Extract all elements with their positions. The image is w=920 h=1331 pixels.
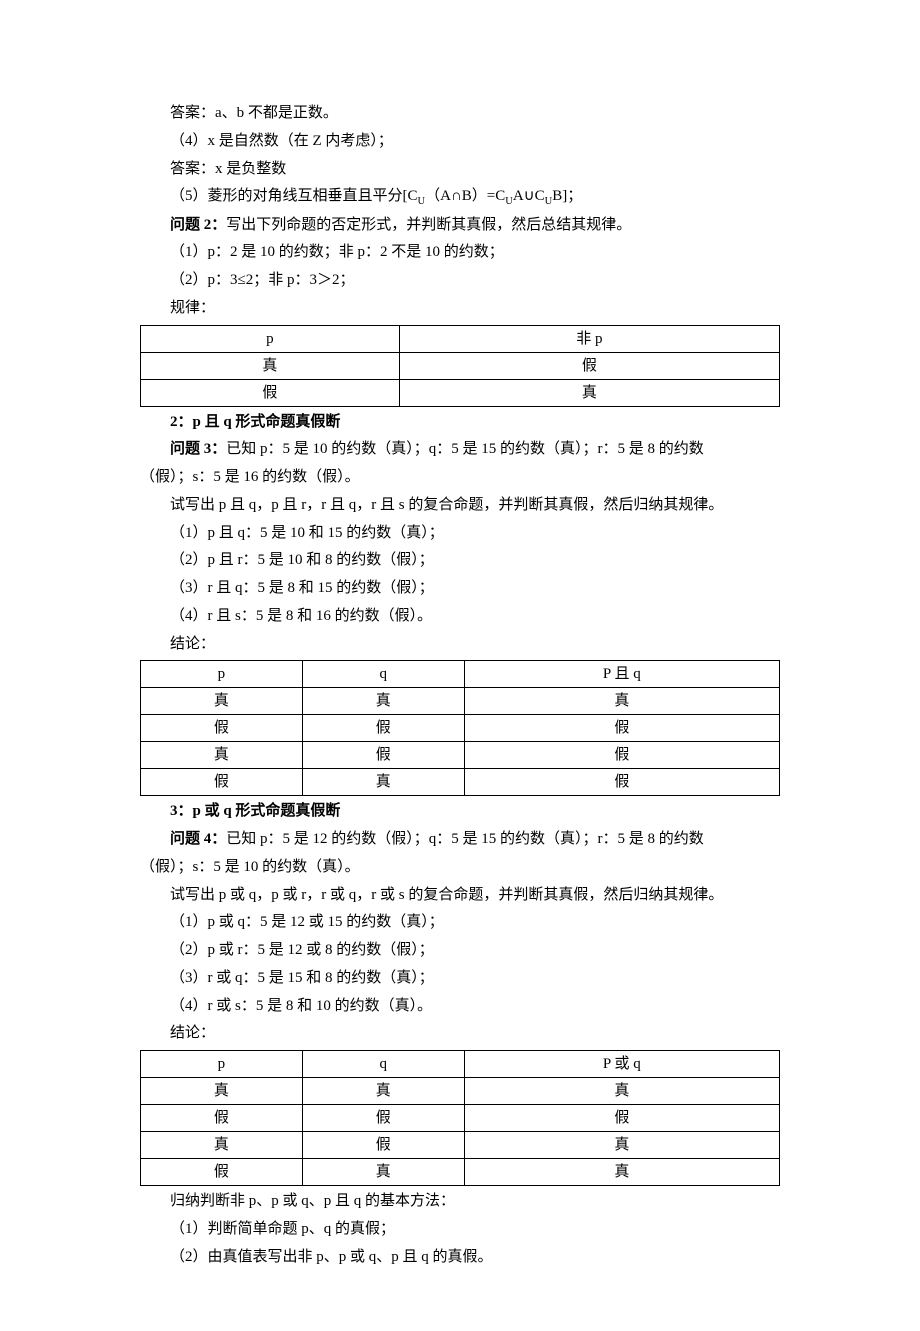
- cell-header: p: [141, 661, 303, 688]
- q4-try: 试写出 p 或 q，p 或 r，r 或 q，r 或 s 的复合命题，并判断其真假…: [140, 882, 780, 910]
- cell-header: p: [141, 325, 400, 352]
- table-row: 真 真 真: [141, 688, 780, 715]
- summary-item-2: （2）由真值表写出非 p、p 或 q、p 且 q 的真假。: [140, 1244, 780, 1272]
- table-row: p q P 或 q: [141, 1051, 780, 1078]
- q4-item-1: （1）p 或 q：5 是 12 或 15 的约数（真）；: [140, 909, 780, 937]
- cell: 真: [302, 1078, 464, 1105]
- q4-item-3: （3）r 或 q：5 是 15 和 8 的约数（真）；: [140, 965, 780, 993]
- sub-u1: U: [418, 196, 426, 207]
- cell: 真: [464, 1132, 779, 1159]
- item5-mid1: （A∩B）=C: [425, 188, 505, 204]
- cell: 假: [302, 742, 464, 769]
- section-2-title: 2：p 且 q 形式命题真假断: [140, 409, 780, 437]
- cell: 假: [302, 1132, 464, 1159]
- table-row: 假 真 假: [141, 769, 780, 796]
- cell: 假: [141, 715, 303, 742]
- section-3-title: 3：p 或 q 形式命题真假断: [140, 798, 780, 826]
- q4-text-a: 已知 p：5 是 12 的约数（假）；q：5 是 15 的约数（真）；r：5 是…: [226, 831, 704, 847]
- item5-post: B]；: [552, 188, 582, 204]
- cell: 假: [141, 1159, 303, 1186]
- q3-try: 试写出 p 且 q，p 且 r，r 且 q，r 且 s 的复合命题，并判断其真假…: [140, 492, 780, 520]
- question-3: 问题 3：已知 p：5 是 10 的约数（真）；q：5 是 15 的约数（真）；…: [140, 436, 780, 464]
- truth-table-or: p q P 或 q 真 真 真 假 假 假 真 假 真 假 真 真: [140, 1050, 780, 1186]
- table-row: 假 假 假: [141, 1105, 780, 1132]
- cell-header: q: [302, 661, 464, 688]
- cell: 假: [464, 742, 779, 769]
- cell: 假: [464, 715, 779, 742]
- q2-text: 写出下列命题的否定形式，并判断其真假，然后总结其规律。: [226, 217, 631, 233]
- cell: 假: [141, 379, 400, 406]
- table-row: 真 假 真: [141, 1132, 780, 1159]
- cell: 真: [464, 688, 779, 715]
- cell-header: P 且 q: [464, 661, 779, 688]
- cell-header: q: [302, 1051, 464, 1078]
- q4-conclusion: 结论：: [140, 1020, 780, 1048]
- truth-table-and: p q P 且 q 真 真 真 假 假 假 真 假 假 假 真 假: [140, 660, 780, 796]
- cell: 真: [464, 1078, 779, 1105]
- cell: 真: [141, 1132, 303, 1159]
- cell: 真: [141, 1078, 303, 1105]
- cell: 真: [302, 1159, 464, 1186]
- q4-item-2: （2）p 或 r：5 是 12 或 8 的约数（假）；: [140, 937, 780, 965]
- cell: 真: [141, 688, 303, 715]
- q3-item-1: （1）p 且 q：5 是 10 和 15 的约数（真）；: [140, 520, 780, 548]
- q4-label: 问题 4：: [170, 831, 226, 847]
- table-row: p q P 且 q: [141, 661, 780, 688]
- answer-x: 答案：x 是负整数: [140, 156, 780, 184]
- sub-u2: U: [505, 196, 513, 207]
- q3-label: 问题 3：: [170, 441, 226, 457]
- table-row: p 非 p: [141, 325, 780, 352]
- cell: 假: [141, 769, 303, 796]
- cell: 假: [141, 1105, 303, 1132]
- cell: 真: [302, 688, 464, 715]
- answer-ab: 答案：a、b 不都是正数。: [140, 100, 780, 128]
- cell-header: P 或 q: [464, 1051, 779, 1078]
- summary-item-1: （1）判断简单命题 p、q 的真假；: [140, 1216, 780, 1244]
- table-row: 假 真: [141, 379, 780, 406]
- q4-item-4: （4）r 或 s：5 是 8 和 10 的约数（真）。: [140, 993, 780, 1021]
- q2-label: 问题 2：: [170, 217, 226, 233]
- q3-item-3: （3）r 且 q：5 是 8 和 15 的约数（假）；: [140, 575, 780, 603]
- cell: 真: [399, 379, 779, 406]
- q3-item-4: （4）r 且 s：5 是 8 和 16 的约数（假）。: [140, 603, 780, 631]
- cell: 假: [464, 1105, 779, 1132]
- cell: 假: [302, 715, 464, 742]
- q2-item-2: （2）p：3≤2；非 p：3＞2；: [140, 267, 780, 295]
- item5-mid2: A∪C: [513, 188, 545, 204]
- q3-item-2: （2）p 且 r：5 是 10 和 8 的约数（假）；: [140, 547, 780, 575]
- question-2: 问题 2：写出下列命题的否定形式，并判断其真假，然后总结其规律。: [140, 212, 780, 240]
- item5-pre: （5）菱形的对角线互相垂直且平分[C: [170, 188, 418, 204]
- q3-text-a: 已知 p：5 是 10 的约数（真）；q：5 是 15 的约数（真）；r：5 是…: [226, 441, 704, 457]
- cell: 真: [464, 1159, 779, 1186]
- cell: 假: [464, 769, 779, 796]
- table-row: 真 假 假: [141, 742, 780, 769]
- item-5: （5）菱形的对角线互相垂直且平分[CU（A∩B）=CUA∪CUB]；: [140, 183, 780, 211]
- truth-table-negation: p 非 p 真 假 假 真: [140, 325, 780, 407]
- cell: 假: [399, 352, 779, 379]
- table-row: 真 假: [141, 352, 780, 379]
- q2-item-1: （1）p：2 是 10 的约数；非 p：2 不是 10 的约数；: [140, 239, 780, 267]
- summary: 归纳判断非 p、p 或 q、p 且 q 的基本方法：: [140, 1188, 780, 1216]
- cell-header: p: [141, 1051, 303, 1078]
- item-4: （4）x 是自然数（在 Z 内考虑）；: [140, 128, 780, 156]
- cell: 假: [302, 1105, 464, 1132]
- question-4: 问题 4：已知 p：5 是 12 的约数（假）；q：5 是 15 的约数（真）；…: [140, 826, 780, 854]
- q3-conclusion: 结论：: [140, 631, 780, 659]
- table-row: 假 真 真: [141, 1159, 780, 1186]
- table-row: 假 假 假: [141, 715, 780, 742]
- cell: 真: [141, 742, 303, 769]
- q3-text-b: （假）；s：5 是 16 的约数（假）。: [140, 464, 780, 492]
- cell: 真: [141, 352, 400, 379]
- table-row: 真 真 真: [141, 1078, 780, 1105]
- q4-text-b: （假）；s：5 是 10 的约数（真）。: [140, 854, 780, 882]
- cell: 真: [302, 769, 464, 796]
- q2-conclusion: 规律：: [140, 295, 780, 323]
- cell-header: 非 p: [399, 325, 779, 352]
